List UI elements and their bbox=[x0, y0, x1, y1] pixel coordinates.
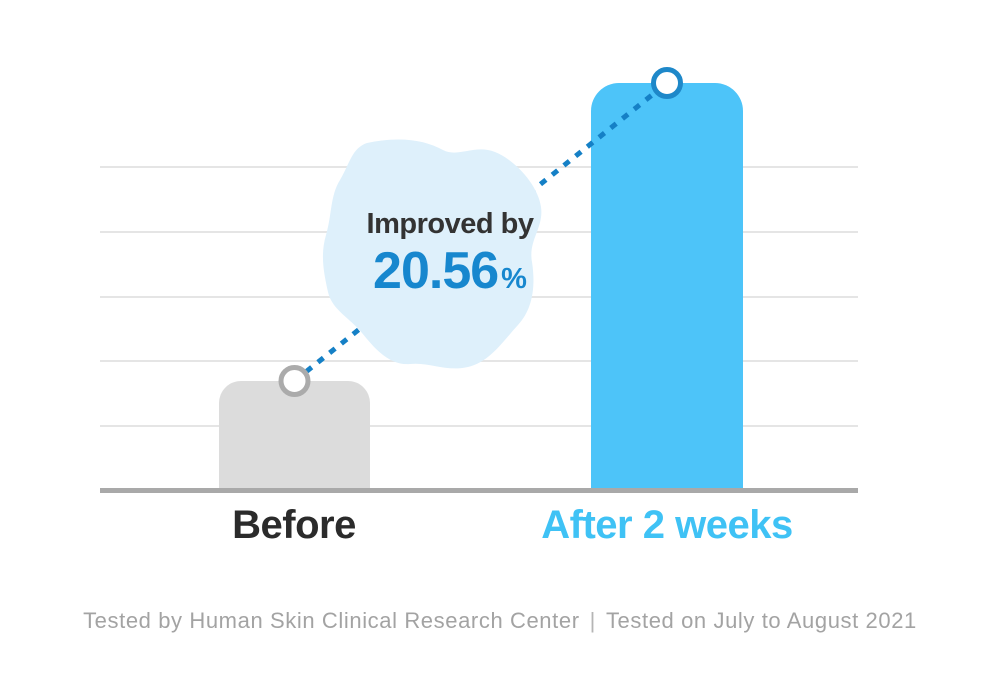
callout-value: 20.56 bbox=[373, 241, 499, 300]
bar-after bbox=[591, 83, 743, 490]
footer-note: Tested by Human Skin Clinical Research C… bbox=[0, 608, 1000, 634]
footer-separator: | bbox=[589, 608, 596, 633]
footer-test-period: Tested on July to August 2021 bbox=[605, 608, 917, 633]
category-label-before: Before bbox=[232, 503, 356, 547]
gridline bbox=[100, 425, 858, 427]
callout-percent-sign: % bbox=[501, 262, 527, 295]
gridline bbox=[100, 166, 858, 168]
gridline bbox=[100, 360, 858, 362]
callout-value-line: 20.56% bbox=[330, 245, 570, 297]
category-label-after: After 2 weeks bbox=[541, 503, 793, 547]
x-axis-line bbox=[100, 488, 858, 493]
callout-title: Improved by bbox=[366, 208, 534, 240]
bar-before bbox=[219, 381, 370, 490]
callout: Improved by 20.56% bbox=[330, 208, 570, 297]
footer-test-center: Tested by Human Skin Clinical Research C… bbox=[83, 608, 580, 633]
